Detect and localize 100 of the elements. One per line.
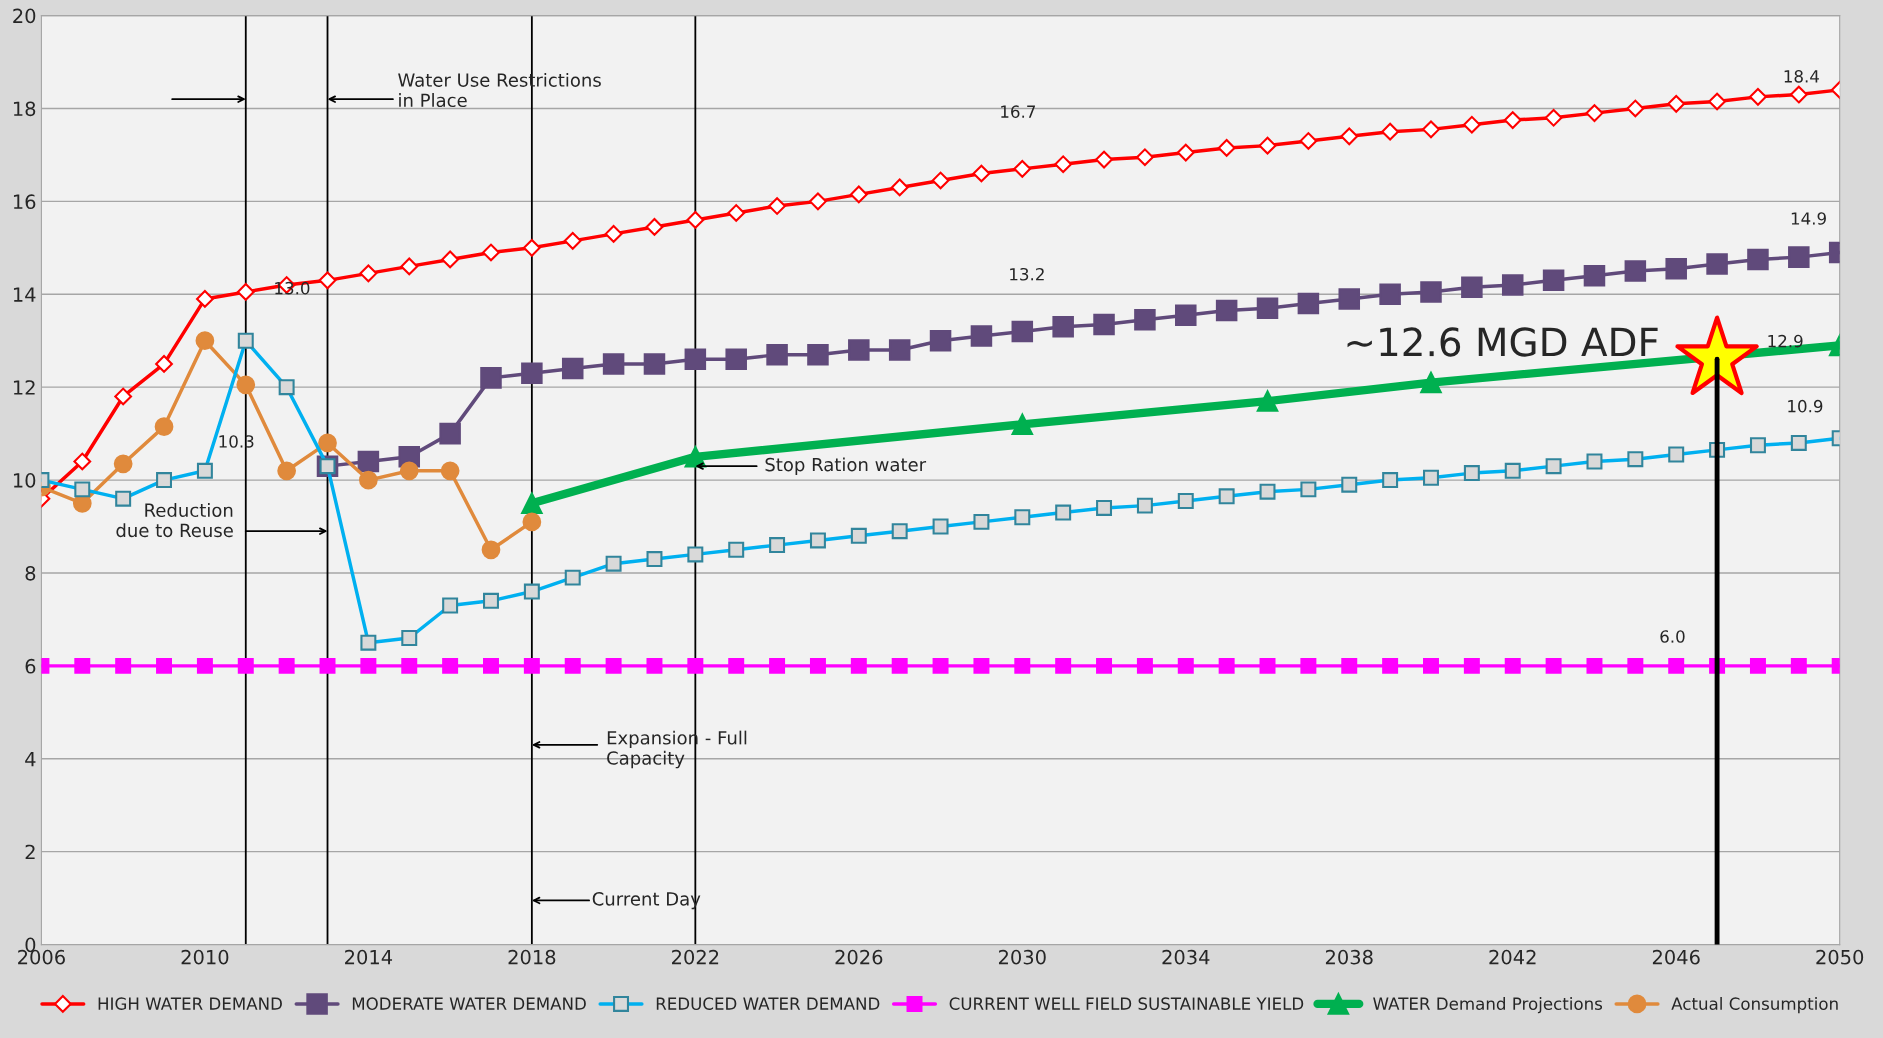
point (1542, 269, 1565, 292)
point (1503, 111, 1522, 129)
annotation: 10.9 (1788, 399, 1823, 413)
point (1420, 371, 1442, 394)
point (237, 657, 254, 674)
point (1136, 657, 1153, 674)
annotation: ~12.6 MGD ADF (1347, 327, 1658, 357)
point (521, 492, 543, 515)
y-tick-label: 16 (13, 194, 36, 210)
point (522, 238, 541, 257)
y-tick-label: 18 (13, 101, 36, 117)
point (725, 348, 747, 371)
x-tick-label: 2014 (345, 949, 393, 965)
point (442, 657, 459, 674)
legend-label: CURRENT WELL FIELD SUSTAINABLE YIELD (949, 997, 1304, 1010)
point (604, 224, 623, 243)
y-tick-label: 2 (25, 844, 35, 860)
point (1545, 657, 1562, 674)
point (195, 331, 215, 351)
point (728, 657, 745, 674)
point (564, 657, 581, 674)
point (766, 343, 788, 366)
x-tick-label: 2034 (1162, 949, 1210, 965)
point (932, 657, 949, 674)
point (1177, 657, 1194, 674)
point (236, 283, 255, 301)
point (480, 367, 502, 389)
point (686, 211, 705, 229)
point (645, 218, 664, 236)
point (1665, 257, 1687, 280)
legend-label: MODERATE WATER DEMAND (352, 997, 586, 1010)
point (972, 164, 991, 183)
annotation: Reduction due to Reuse (116, 503, 233, 538)
point (399, 461, 419, 481)
point (602, 353, 625, 375)
y-tick-label: 14 (13, 287, 36, 302)
point (1788, 246, 1810, 268)
point (809, 657, 826, 674)
annotation: 18.4 (1784, 70, 1819, 83)
point (1341, 657, 1358, 674)
point (1708, 92, 1726, 111)
point (605, 657, 622, 674)
point (1706, 253, 1728, 275)
point (400, 257, 419, 276)
point (278, 657, 295, 674)
point (646, 657, 663, 674)
annotation: 14.9 (1791, 212, 1826, 225)
point (1627, 657, 1644, 674)
point (1790, 657, 1807, 674)
point (481, 540, 501, 560)
point (1093, 313, 1115, 336)
point (1463, 657, 1480, 674)
y-tick-label: 8 (25, 565, 36, 581)
point (1297, 292, 1320, 315)
legend-label: HIGH WATER DEMAND (98, 997, 282, 1010)
point (1667, 94, 1686, 113)
point (1749, 657, 1766, 674)
point (523, 657, 540, 674)
point (1624, 260, 1647, 282)
point (1299, 132, 1318, 150)
point (1501, 274, 1524, 296)
point (1340, 127, 1359, 146)
point (1215, 299, 1238, 322)
point (155, 355, 173, 373)
annotation: 6.0 (1660, 630, 1685, 643)
point (113, 454, 133, 474)
point (73, 452, 92, 471)
point (1382, 657, 1399, 674)
annotation: 12.9 (1768, 334, 1803, 348)
point (563, 231, 582, 250)
point (1175, 304, 1197, 326)
y-tick-label: 10 (13, 473, 36, 488)
point (1256, 297, 1279, 319)
point (807, 343, 829, 366)
point (1218, 657, 1235, 674)
point (973, 657, 990, 674)
point (1789, 85, 1808, 104)
legend-label: Actual Consumption (1671, 997, 1838, 1014)
point (891, 657, 908, 674)
annotation: 16.7 (1001, 105, 1036, 118)
legend-label: REDUCED WATER DEMAND (656, 997, 880, 1010)
point (850, 657, 867, 674)
point (318, 271, 337, 290)
y-tick-label: 12 (13, 380, 35, 395)
point (357, 450, 380, 473)
x-tick-label: 2050 (1816, 949, 1864, 965)
point (196, 657, 213, 674)
point (1544, 108, 1563, 127)
point (768, 197, 786, 215)
point (970, 325, 993, 347)
point (1423, 657, 1439, 674)
point (727, 204, 746, 222)
point (359, 470, 378, 490)
point (521, 362, 543, 384)
point (684, 348, 707, 371)
point (401, 657, 418, 674)
point (1095, 150, 1113, 169)
point (114, 387, 133, 406)
y-tick-label: 4 (25, 751, 36, 767)
point (1217, 139, 1236, 157)
